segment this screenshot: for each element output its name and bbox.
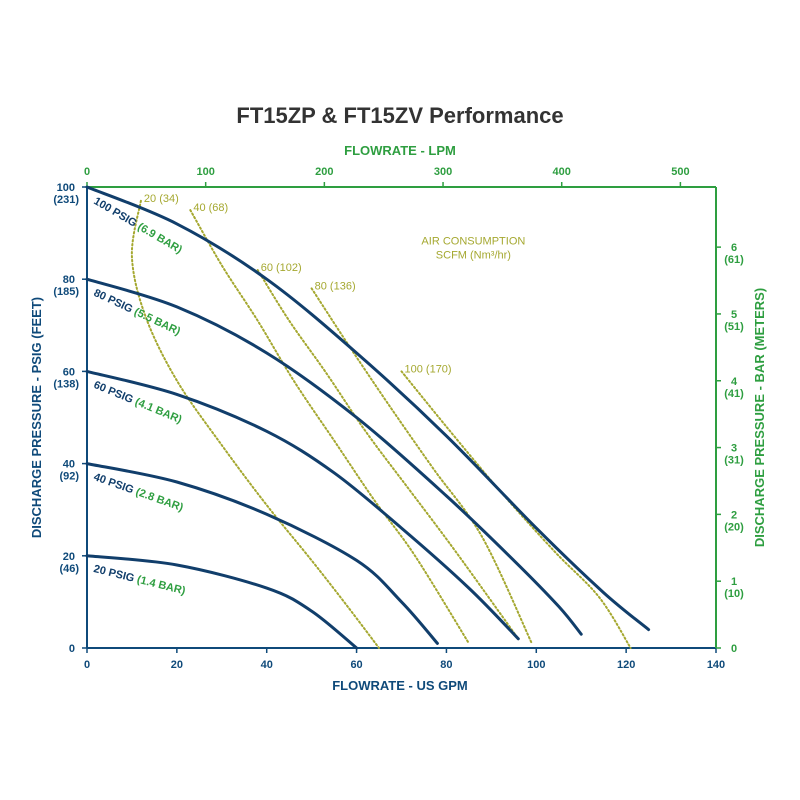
air-curve-label: 100 (170): [405, 363, 452, 375]
y-tick-label: 0: [69, 643, 75, 655]
y-tick-sublabel: (138): [53, 378, 79, 390]
pressure-curve-label: 60 PSIG (4.1 BAR): [92, 379, 184, 426]
bottom-axis-label: FLOWRATE - US GPM: [332, 678, 468, 693]
air-curve-1: [130, 199, 380, 649]
pressure-curve-3: [85, 369, 520, 641]
x2-tick-label: 400: [553, 166, 571, 178]
pressure-curve-5: [85, 554, 359, 650]
air-curve-2: [189, 209, 470, 645]
pressure-curve-psig: 100 PSIG: [91, 195, 141, 231]
x-tick-label: 80: [440, 659, 452, 671]
y-axis-label: DISCHARGE PRESSURE - PSIG (FEET): [29, 297, 44, 538]
pressure-curve-bar: (1.4 BAR): [136, 574, 187, 598]
x2-tick-label: 100: [196, 166, 214, 178]
pressure-curve-2: [85, 277, 583, 636]
air-curve-label: 20 (34): [144, 193, 179, 205]
y-tick-label: 40: [63, 459, 75, 471]
pressure-curve-label: 20 PSIG (1.4 BAR): [92, 563, 187, 597]
y2-tick-label: 0: [731, 643, 737, 655]
y2-axis-label: DISCHARGE PRESSURE - BAR (METERS): [752, 288, 767, 547]
x-tick-label: 0: [84, 659, 90, 671]
y2-tick-sublabel: (61): [724, 254, 744, 266]
x-tick-label: 140: [707, 659, 725, 671]
y-tick-sublabel: (231): [53, 194, 79, 206]
y-tick-label: 100: [57, 182, 75, 194]
air-consumption-title: AIR CONSUMPTION: [421, 236, 525, 248]
pressure-curve-psig: 20 PSIG: [92, 563, 138, 585]
y-tick-sublabel: (185): [53, 286, 79, 298]
x2-tick-label: 200: [315, 166, 333, 178]
x-tick-label: 100: [527, 659, 545, 671]
pressure-curve-psig: 40 PSIG: [92, 471, 138, 497]
pressure-curve-bar: (5.5 BAR): [132, 306, 182, 338]
y2-tick-label: 2: [731, 509, 737, 521]
y2-tick-sublabel: (51): [724, 321, 744, 333]
y2-tick-label: 3: [731, 443, 737, 455]
air-curve-4: [310, 287, 533, 645]
y-tick-label: 80: [63, 274, 75, 286]
y-tick-sublabel: (46): [59, 563, 79, 575]
air-curve-label: 40 (68): [193, 202, 228, 214]
x-tick-label: 40: [261, 659, 273, 671]
pressure-curve-bar: (2.8 BAR): [134, 486, 185, 514]
y2-tick-sublabel: (20): [724, 521, 744, 533]
x-tick-label: 120: [617, 659, 635, 671]
pressure-curve-label: 40 PSIG (2.8 BAR): [92, 471, 185, 514]
x2-tick-label: 500: [671, 166, 689, 178]
pressure-curve-1: [85, 185, 651, 632]
pressure-curve-bar: (6.9 BAR): [135, 221, 184, 257]
x2-tick-label: 0: [84, 166, 90, 178]
y-tick-sublabel: (92): [59, 471, 79, 483]
y2-tick-sublabel: (31): [724, 455, 744, 467]
x-tick-label: 20: [171, 659, 183, 671]
y-tick-label: 20: [63, 551, 75, 563]
air-curve-3: [256, 269, 520, 640]
y-tick-label: 60: [63, 366, 75, 378]
pressure-curve-4: [85, 462, 439, 645]
air-curve-label: 80 (136): [315, 280, 356, 292]
air-consumption-unit: SCFM (Nm³/hr): [436, 249, 511, 261]
air-curve-label: 60 (102): [261, 262, 302, 274]
air-curve-5: [400, 370, 632, 649]
y2-tick-label: 5: [731, 309, 737, 321]
pressure-curve-bar: (4.1 BAR): [133, 396, 184, 426]
y2-tick-sublabel: (10): [724, 588, 744, 600]
x-tick-label: 60: [350, 659, 362, 671]
y2-tick-sublabel: (41): [724, 388, 744, 400]
chart-title: FT15ZP & FT15ZV Performance: [236, 103, 564, 128]
y2-tick-label: 4: [731, 376, 738, 388]
y2-tick-label: 6: [731, 242, 737, 254]
top-axis-label: FLOWRATE - LPM: [344, 143, 456, 158]
x2-tick-label: 300: [434, 166, 452, 178]
y2-tick-label: 1: [731, 576, 737, 588]
